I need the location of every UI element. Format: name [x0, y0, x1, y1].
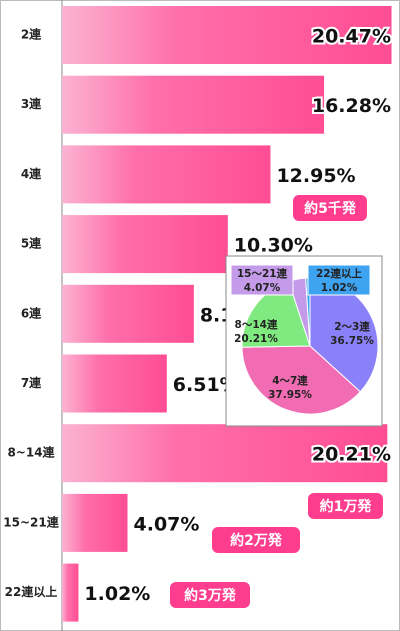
bar — [62, 424, 388, 483]
annotation: 約5千発 — [304, 200, 357, 217]
annotation-box — [212, 527, 300, 553]
value-label: 4.07% — [134, 513, 200, 535]
category-label: 6連 — [21, 305, 42, 320]
bar — [62, 563, 79, 622]
category-label: 8~14連 — [7, 445, 55, 460]
value-label: 12.95% — [276, 165, 355, 187]
category-label: 15~21連 — [3, 514, 59, 529]
annotation-box — [170, 582, 250, 608]
slice-name: 2～3連 — [334, 320, 370, 333]
annotation: 約3万発 — [184, 587, 237, 604]
category-label: 7連 — [21, 375, 42, 390]
category-label: 5連 — [21, 236, 42, 251]
value-label: 1.02% — [84, 583, 150, 605]
annotation-box — [308, 493, 383, 519]
annotation: 約2万発 — [230, 532, 283, 549]
annotation: 約1万発 — [320, 498, 373, 515]
slice-name: 22連以上 — [316, 267, 363, 280]
label-box — [307, 264, 371, 296]
pie-slice — [241, 345, 362, 415]
slice-name: 15～21連 — [237, 267, 288, 280]
value-label: 10.30% — [234, 235, 313, 257]
bar — [62, 493, 128, 552]
value-label: 20.21% — [312, 444, 391, 466]
bar — [62, 284, 194, 343]
category-label: 2連 — [21, 27, 42, 42]
slice-value: 4.07% — [244, 282, 281, 294]
bar — [62, 215, 228, 274]
slice-value: 37.95% — [268, 389, 312, 401]
bar — [62, 145, 271, 204]
annotation-box — [293, 195, 367, 221]
value-label: 16.28% — [312, 95, 391, 117]
value-label: 20.47% — [312, 26, 391, 48]
slice-name: 8～14連 — [235, 318, 278, 331]
slice-value: 1.02% — [321, 282, 358, 294]
bar — [62, 354, 167, 413]
category-label: 22連以上 — [5, 584, 58, 599]
category-label: 3連 — [21, 96, 42, 111]
category-label: 4連 — [21, 166, 42, 181]
slice-name: 4～7連 — [272, 374, 308, 387]
bar — [62, 6, 392, 64]
bar — [62, 75, 325, 134]
slice-value: 36.75% — [330, 335, 374, 347]
label-box — [230, 264, 294, 296]
slice-value: 20.21% — [234, 333, 278, 345]
